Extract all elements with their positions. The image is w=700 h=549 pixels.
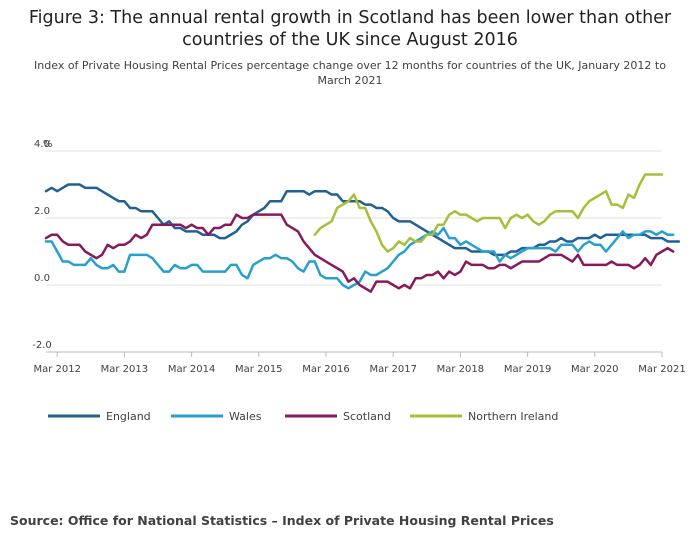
x-axis: Mar 2012 Mar 2013 Mar 2014 Mar 2015 Mar 2016… bbox=[33, 352, 686, 375]
legend-item-england: England bbox=[48, 410, 151, 423]
source-note: Source: Office for National Statistics –… bbox=[10, 513, 554, 528]
x-tick-label: Mar 2012 bbox=[33, 364, 81, 375]
y-tick-label: 2.0 bbox=[34, 206, 50, 217]
series-line-wales bbox=[44, 226, 675, 290]
y-axis-label: % bbox=[43, 139, 53, 150]
line-chart: % -2.0 0.0 2.0 4.0 Mar 2012 Mar 2013 Mar 2014… bbox=[32, 139, 686, 423]
series-line-scotland bbox=[44, 213, 675, 293]
chart-title-line-2: countries of the UK since August 2016 bbox=[182, 30, 518, 50]
chart-title: Figure 3: The annual rental growth in Sc… bbox=[0, 7, 700, 51]
y-axis: % -2.0 0.0 2.0 4.0 bbox=[32, 139, 52, 351]
series-line-northern-ireland bbox=[313, 173, 664, 253]
chart-subtitle: Index of Private Housing Rental Prices p… bbox=[34, 59, 666, 87]
x-tick-label: Mar 2017 bbox=[369, 364, 417, 375]
legend-label: Scotland bbox=[343, 410, 391, 423]
legend-label: Wales bbox=[229, 410, 262, 423]
series-line-england bbox=[44, 183, 681, 257]
x-tick-label: Mar 2016 bbox=[302, 364, 350, 375]
x-tick-label: Mar 2015 bbox=[235, 364, 283, 375]
legend-item-wales: Wales bbox=[171, 410, 262, 423]
legend-label: England bbox=[106, 410, 151, 423]
chart-title-line-1: Figure 3: The annual rental growth in Sc… bbox=[28, 8, 672, 28]
series-lines bbox=[44, 173, 681, 293]
x-tick-label: Mar 2020 bbox=[571, 364, 619, 375]
legend-label: Northern Ireland bbox=[468, 410, 558, 423]
y-tick-label: 0.0 bbox=[34, 273, 50, 284]
x-tick-label: Mar 2018 bbox=[437, 364, 485, 375]
legend: England Wales Scotland Northern Ireland bbox=[48, 410, 558, 423]
y-tick-label: -2.0 bbox=[32, 340, 52, 351]
legend-item-scotland: Scotland bbox=[285, 410, 391, 423]
gridlines bbox=[46, 150, 662, 353]
x-tick-label: Mar 2014 bbox=[168, 364, 216, 375]
x-tick-label: Mar 2013 bbox=[101, 364, 149, 375]
y-tick-label: 4.0 bbox=[34, 139, 50, 150]
x-tick-label: Mar 2021 bbox=[638, 364, 686, 375]
x-tick-label: Mar 2019 bbox=[504, 364, 552, 375]
legend-item-northern-ireland: Northern Ireland bbox=[410, 410, 558, 423]
